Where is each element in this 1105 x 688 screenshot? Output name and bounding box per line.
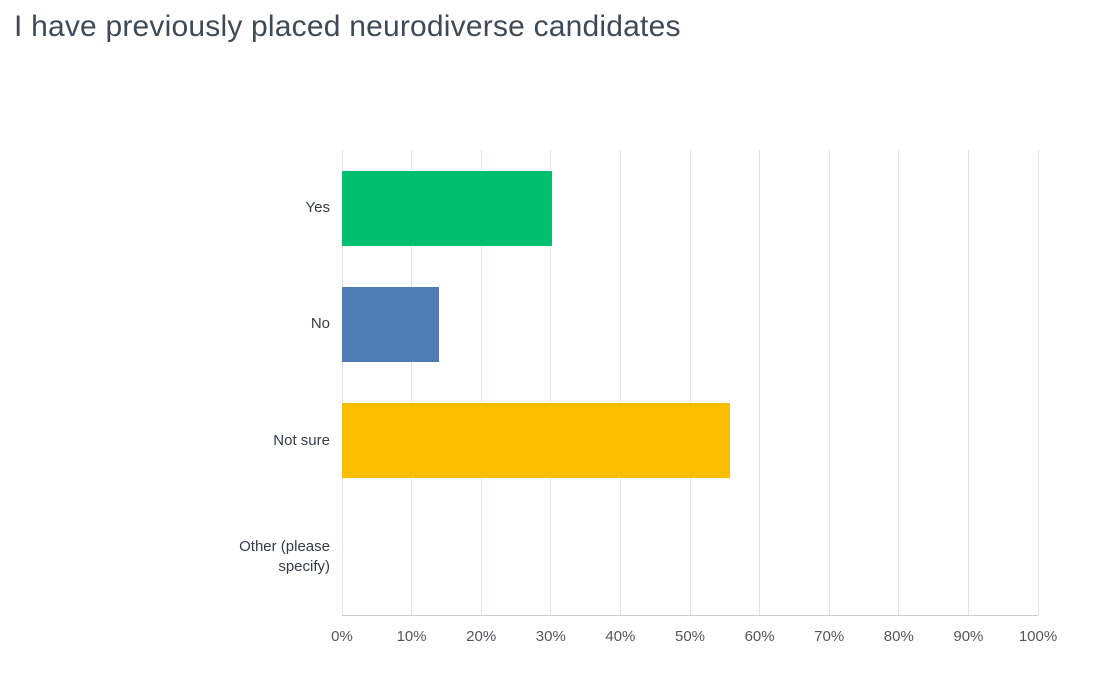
category-label-not-sure: Not sure <box>273 431 330 449</box>
gridline <box>550 150 552 615</box>
x-axis-tick-label: 60% <box>744 628 775 645</box>
x-axis: 0% 10% 20% 30% 40% 50% 60% 70% 80% 90% 100% <box>331 628 1057 652</box>
bar-row-yes <box>342 150 1038 266</box>
x-axis-tick-label: 70% <box>814 628 845 645</box>
plot-area <box>341 150 1039 616</box>
x-axis-tick-label: 50% <box>674 628 706 645</box>
gridline <box>759 150 761 615</box>
y-axis-category-labels: Yes No Not sure Other (please specify) <box>0 150 330 615</box>
gridline <box>828 150 830 615</box>
category-label-yes: Yes <box>305 199 330 217</box>
gridline <box>619 150 621 615</box>
bar-row-no <box>342 266 1038 382</box>
gridline <box>967 150 969 615</box>
x-axis-tick-label: 10% <box>396 628 427 645</box>
gridline <box>341 150 343 615</box>
x-axis-tick-label: 20% <box>466 628 497 645</box>
x-axis-tick-label: 0% <box>331 628 353 645</box>
category-label-row-other-please-specify: Other (please specify) <box>0 499 330 615</box>
gridline <box>480 150 482 615</box>
gridline <box>898 150 900 615</box>
gridline <box>411 150 413 615</box>
x-axis-tick-label: 80% <box>883 628 914 645</box>
x-axis-tick-label: 40% <box>605 628 636 645</box>
x-axis-tick-label: 30% <box>535 628 566 645</box>
bar-no[interactable] <box>342 286 439 362</box>
x-axis-tick-label: 90% <box>953 628 984 645</box>
category-label-row-not-sure: Not sure <box>0 383 330 499</box>
x-axis-tick-label: 100% <box>1018 628 1058 645</box>
gridline <box>1037 150 1039 615</box>
bar-yes[interactable] <box>342 170 553 246</box>
bar-row-not-sure <box>342 383 1038 499</box>
chart-title: I have previously placed neurodiverse ca… <box>14 10 681 43</box>
category-label-row-yes: Yes <box>0 150 330 266</box>
category-label-row-no: No <box>0 266 330 382</box>
bar-row-other-please-specify <box>342 499 1038 615</box>
gridline <box>689 150 691 615</box>
category-label-no: No <box>310 315 330 333</box>
bar-not-sure[interactable] <box>342 403 731 479</box>
category-label-other-please-specify: Other (please specify) <box>239 537 330 575</box>
